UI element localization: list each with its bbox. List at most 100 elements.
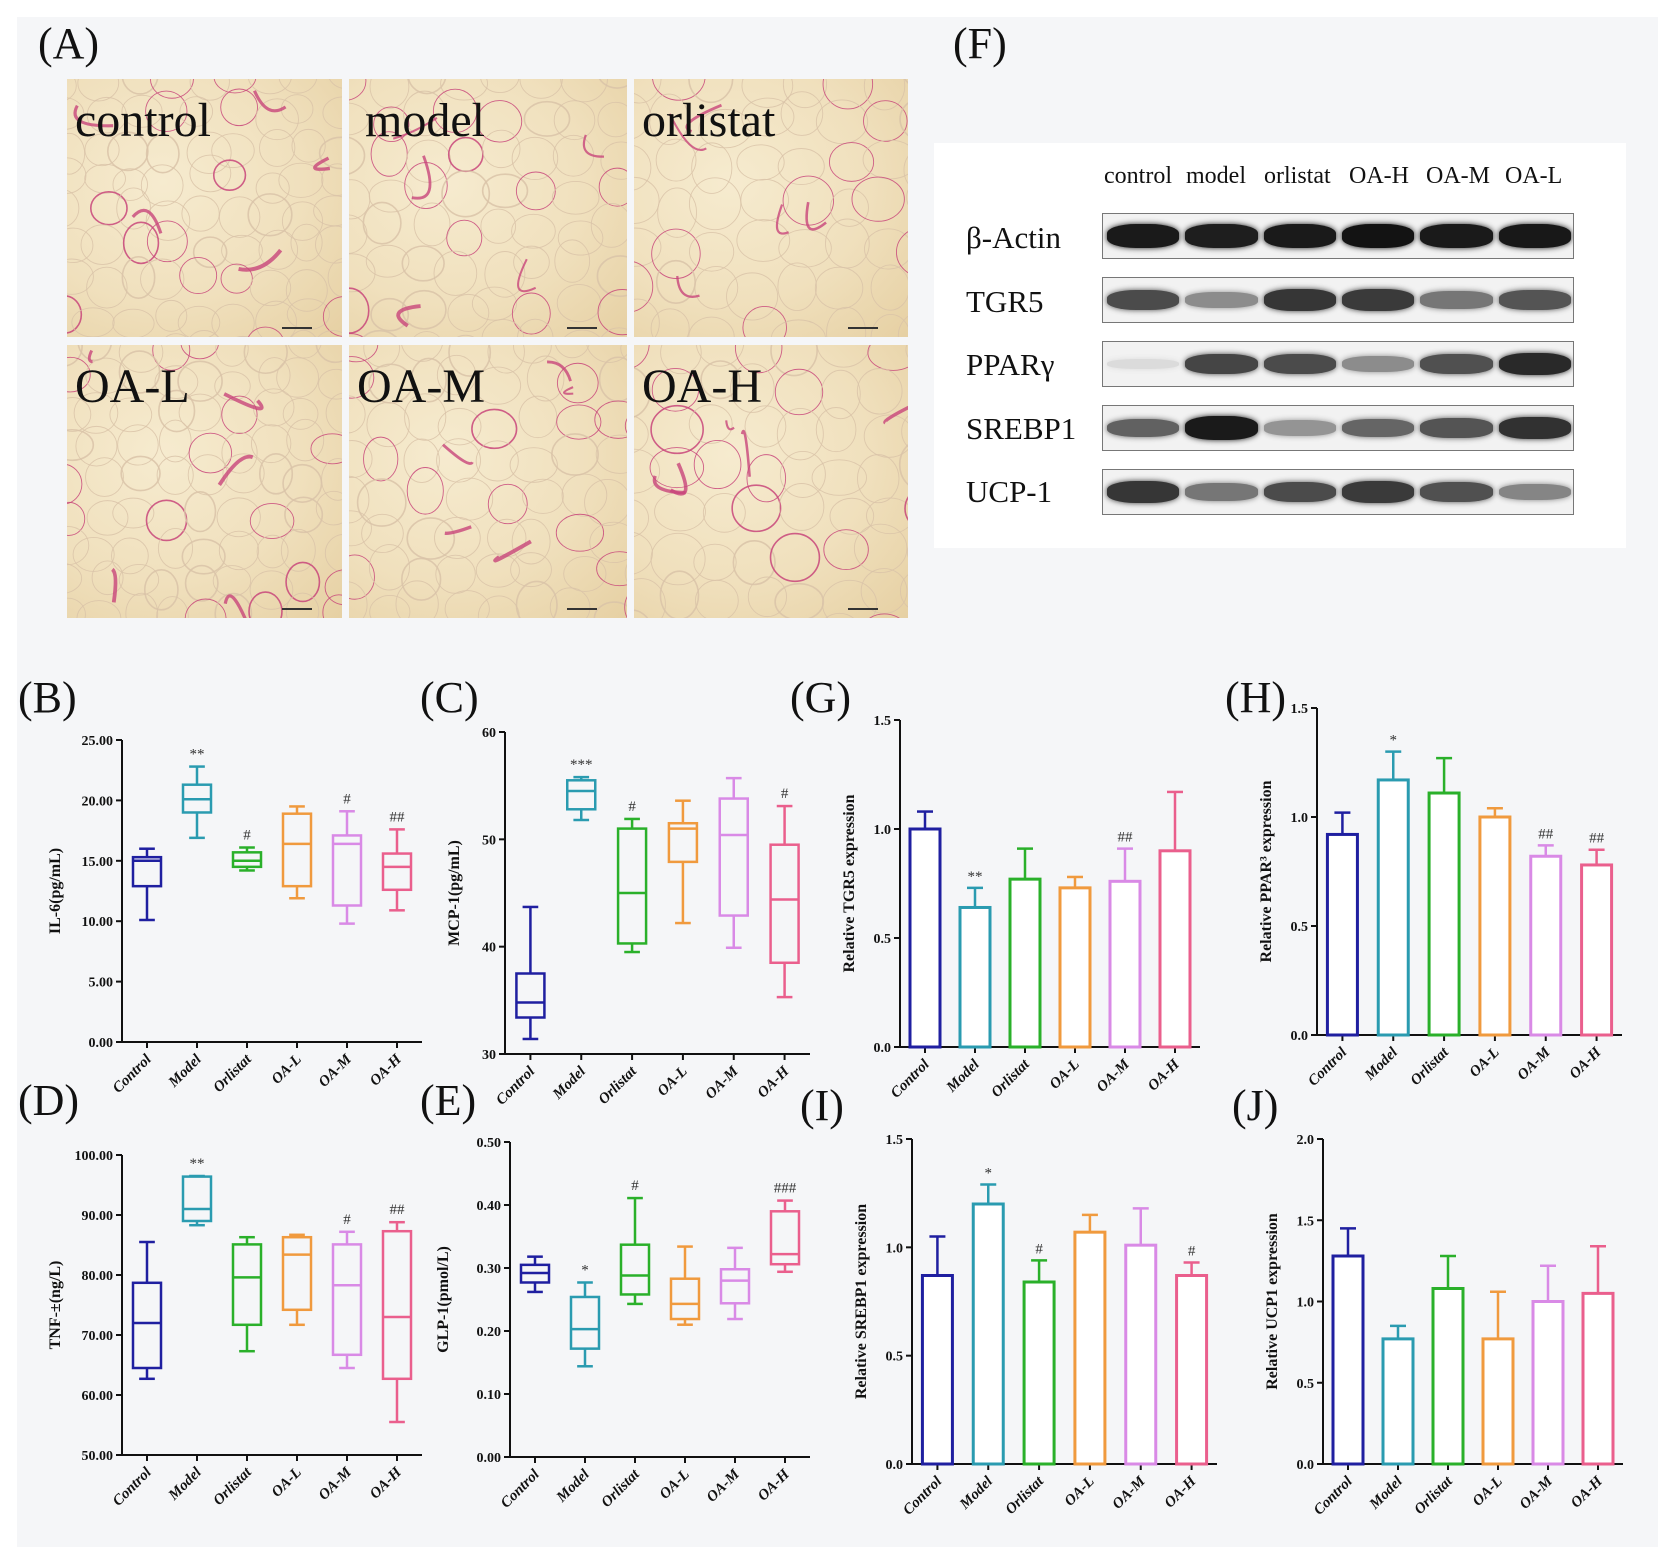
x-tick-label: OA-L <box>657 1467 693 1503</box>
adipocyte-cell <box>349 79 367 101</box>
adipocyte-cell <box>373 106 410 143</box>
bar <box>1431 1287 1465 1466</box>
y-tick-label: 25.00 <box>82 734 114 749</box>
adipocyte-cell <box>255 172 290 204</box>
x-tick-label: OA-M <box>704 1466 743 1505</box>
box <box>515 972 546 1019</box>
adipocyte-cell <box>741 79 794 108</box>
y-axis-label: Relative UCP1 expression <box>1265 1213 1281 1390</box>
histology-image-oa-l: OA-L <box>67 345 342 618</box>
adipocyte-cell <box>322 96 342 130</box>
y-tick-label: 0.5 <box>1291 920 1309 935</box>
adipocyte-cell <box>770 319 826 337</box>
adipocyte-cell <box>112 168 148 201</box>
x-tick-label: Model <box>553 1466 593 1506</box>
histology-label: OA-H <box>642 360 762 413</box>
adipocyte-cell <box>84 163 126 194</box>
adipocyte-cell <box>815 407 857 453</box>
adipocyte-cell <box>221 431 258 474</box>
y-tick-label: 0.5 <box>874 932 892 947</box>
adipocyte-cell <box>321 163 342 196</box>
adipocyte-cell <box>510 552 552 588</box>
adipocyte-cell <box>284 496 324 534</box>
adipocyte-cell <box>624 596 627 618</box>
adipocyte-cell <box>121 255 156 300</box>
y-tick-label: 60 <box>482 726 496 741</box>
y-tick-label: 60.00 <box>82 1389 114 1404</box>
chart-e-glp1: 0.00 0.10 0.20 0.30 0.40 0.50 GLP-1(pmol/L) Con… <box>435 1136 810 1511</box>
adipocyte-cell <box>404 393 447 441</box>
adipocyte-cell <box>634 93 651 139</box>
stained-septum <box>740 429 751 477</box>
panel-label-j: (J) <box>1232 1081 1279 1130</box>
stained-septum <box>883 405 908 425</box>
adipocyte-cell <box>726 272 779 321</box>
y-axis-label: Relative TGR5 expression <box>841 794 858 972</box>
adipocyte-cell <box>349 510 372 547</box>
adipocyte-cell <box>222 453 265 494</box>
adipocyte-cell <box>152 345 191 371</box>
adipocyte-cell <box>519 79 563 99</box>
adipocyte-cell <box>634 415 649 453</box>
adipocyte-cell <box>634 145 652 191</box>
adipocyte-cell <box>349 356 375 399</box>
adipocyte-cell <box>734 345 783 374</box>
adipocyte-cell <box>776 407 824 461</box>
x-tick-label: Model <box>943 1056 983 1096</box>
panel-label-h: (H) <box>1225 673 1287 722</box>
significance-mark: ** <box>190 747 205 763</box>
adipocyte-cell <box>249 570 294 610</box>
adipocyte-cell <box>213 79 257 94</box>
adipocyte-cell <box>122 221 160 265</box>
blot-strip-srebp1 <box>1102 405 1574 451</box>
y-tick-label: 5.00 <box>89 976 114 991</box>
adipocyte-cell <box>747 576 788 618</box>
adipocyte-cell <box>280 528 316 572</box>
adipocyte-cell <box>290 223 323 262</box>
adipocyte-cell <box>736 219 791 262</box>
adipocyte-cell <box>863 79 906 111</box>
chart-c-mcp1: 30 40 50 60 MCP-1(pg/mL) Control Model Orlistat… <box>446 726 810 1108</box>
adipocyte-cell <box>896 231 908 274</box>
y-tick-label: 0.20 <box>477 1325 502 1340</box>
bar <box>1158 849 1192 1049</box>
x-tick-label: Orlistat <box>211 1051 256 1096</box>
adipocyte-cell <box>243 345 288 375</box>
bar <box>958 905 992 1049</box>
adipocyte-cell <box>145 499 188 542</box>
adipocyte-cell <box>192 236 228 269</box>
western-blot-panel: control model orlistat OA-H OA-M OA-L β-… <box>934 143 1626 548</box>
adipocyte-cell <box>655 138 697 182</box>
adipocyte-cell <box>85 357 127 394</box>
x-tick-label: OA-M <box>1515 1044 1554 1083</box>
adipocyte-cell <box>551 433 599 476</box>
panel-label-d: (D) <box>18 1076 80 1125</box>
panel-label-a: (A) <box>38 19 100 68</box>
adipocyte-cell <box>189 79 230 101</box>
stained-septum <box>87 349 94 364</box>
lane-label: control <box>1104 163 1172 189</box>
box <box>281 812 313 888</box>
adipocyte-cell <box>814 266 864 310</box>
adipocyte-cell <box>554 239 591 283</box>
lane-label: orlistat <box>1264 163 1331 189</box>
blot-strip-tgr5 <box>1102 277 1574 323</box>
x-tick-label: OA-M <box>316 1051 355 1090</box>
x-tick-label: OA-H <box>367 1464 406 1503</box>
chart-j-ucp1: 0.0 0.5 1.0 1.5 2.0 Relative UCP1 expression C… <box>1265 1133 1623 1518</box>
adipocyte-cell <box>327 258 342 298</box>
adipocyte-cell <box>654 491 706 532</box>
adipocyte-cell <box>212 565 252 597</box>
adipocyte-cell <box>860 568 908 614</box>
x-tick-label: Orlistat <box>211 1464 256 1509</box>
stained-septum <box>669 462 688 496</box>
stained-septum <box>73 104 114 128</box>
adipocyte-cell <box>363 345 400 368</box>
x-tick-label: OA-H <box>755 1466 794 1505</box>
adipocyte-cell <box>634 261 654 312</box>
adipocyte-cell <box>598 79 627 89</box>
adipocyte-cell <box>91 560 124 596</box>
adipocyte-cell <box>596 255 627 298</box>
blot-strip-b-actin <box>1102 213 1574 259</box>
y-tick-label: 90.00 <box>82 1209 114 1224</box>
